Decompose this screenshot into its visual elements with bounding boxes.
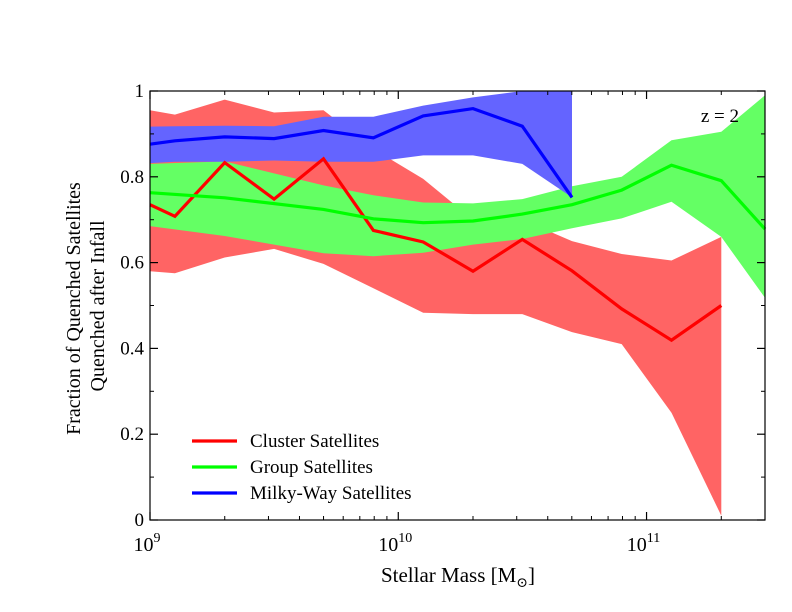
y-tick-label: 0	[135, 510, 145, 531]
band-2	[150, 91, 572, 198]
series-line-0	[149, 156, 723, 343]
legend-label-2: Milky-Way Satellites	[250, 483, 412, 504]
y-tick-label: 0.2	[120, 424, 144, 445]
y-tick-label: 0.6	[120, 253, 144, 274]
series-line-2	[149, 106, 574, 199]
ticks-layer: 0 0.2 0.4 0.6 0.8 1 109 1010 1011	[120, 81, 766, 556]
x-axis-label-text: Stellar Mass [M	[381, 563, 517, 587]
y-axis-label: Fraction of Quenched Satellites Quenched…	[63, 177, 109, 435]
bands-layer	[150, 91, 765, 516]
x-axis-label-sub: ⊙	[516, 576, 528, 591]
y-tick-label: 1	[135, 81, 145, 102]
x-tick-label: 1011	[627, 531, 660, 556]
series-line-1	[149, 163, 767, 231]
x-axis-label: Stellar Mass [M⊙]	[381, 563, 535, 591]
y-tick-label: 0.4	[120, 338, 144, 359]
legend: Cluster Satellites Group Satellites Milky-…	[192, 431, 412, 504]
y-axis-label-line-2: Quenched after Infall	[87, 220, 109, 391]
x-tick-label: 109	[134, 531, 161, 556]
x-axis-label-close: ]	[528, 563, 535, 587]
legend-label-1: Group Satellites	[250, 457, 373, 478]
y-axis-label-line-1: Fraction of Quenched Satellites	[63, 182, 85, 435]
lines-layer	[149, 106, 767, 343]
legend-label-0: Cluster Satellites	[250, 431, 379, 452]
band-0	[150, 99, 722, 516]
y-tick-label: 0.8	[120, 167, 144, 188]
x-tick-label: 1010	[378, 531, 412, 556]
band-1	[150, 95, 765, 298]
annotation: z = 2	[701, 106, 739, 127]
